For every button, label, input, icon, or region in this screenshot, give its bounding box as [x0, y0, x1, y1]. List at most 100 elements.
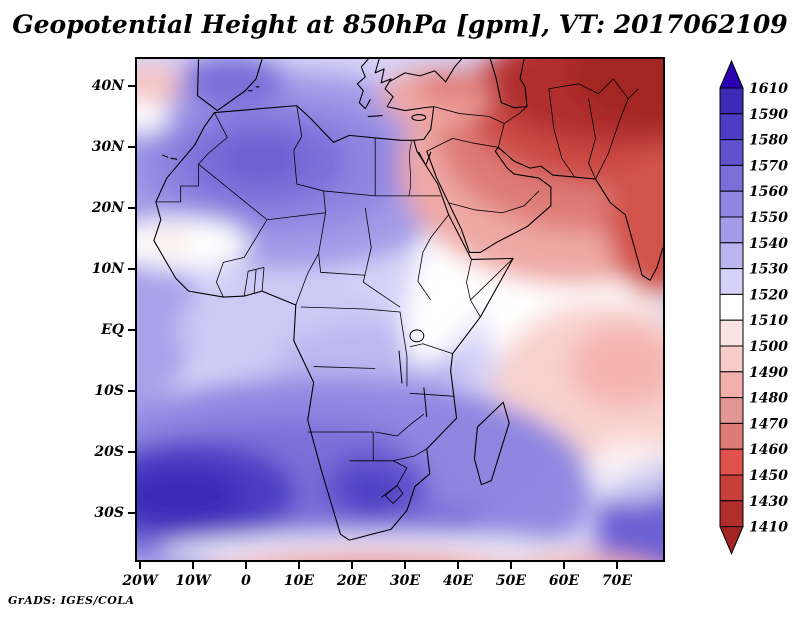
- lon-tick: [192, 562, 194, 569]
- colorbar-tick-label: 1520: [749, 287, 788, 303]
- colorbar-tick-label: 1470: [749, 416, 788, 432]
- iberia-coastline: [196, 59, 263, 112]
- lake-victoria: [409, 329, 425, 343]
- lat-tick-label: 40N: [91, 78, 124, 94]
- colorbar-segment: [719, 164, 744, 192]
- colorbar-tick-label: 1450: [749, 468, 788, 484]
- crete-island: [367, 115, 383, 118]
- colorbar-tick-label: 1410: [749, 520, 788, 536]
- colorbar-tick-label: 1430: [749, 494, 788, 510]
- colorbar-tick-label: 1580: [749, 133, 788, 149]
- colorbar-tick-label: 1550: [749, 210, 788, 226]
- lat-tick: [128, 268, 135, 270]
- lon-tick-label: 40E: [442, 573, 474, 589]
- colorbar-tick-label: 1610: [749, 81, 788, 97]
- colorbar-segment: [719, 190, 744, 218]
- colorbar-segment: [719, 216, 744, 244]
- arabia-coastline: [426, 146, 552, 254]
- colorbar-tick-label: 1530: [749, 262, 788, 278]
- caspian-sea-coastline: [489, 59, 528, 109]
- lon-tick: [298, 562, 300, 569]
- colorbar-segment: [719, 500, 744, 528]
- balearic-islands: [247, 86, 260, 92]
- colorbar-segment: [719, 371, 744, 399]
- coastlines: [153, 59, 663, 541]
- colorbar-tick-label: 1500: [749, 339, 788, 355]
- chart-title: Geopotential Height at 850hPa [gpm], VT:…: [12, 10, 788, 39]
- lat-tick-label: 10N: [91, 261, 124, 277]
- lon-tick: [510, 562, 512, 569]
- lon-tick: [351, 562, 353, 569]
- lat-tick: [128, 451, 135, 453]
- lon-tick-label: 70E: [601, 573, 633, 589]
- lon-tick: [616, 562, 618, 569]
- colorbar-tick-label: 1480: [749, 391, 788, 407]
- canary-islands: [162, 154, 178, 160]
- lon-tick-label: 20E: [336, 573, 368, 589]
- lakes: [398, 141, 428, 418]
- contour-fill-blobs: [137, 59, 663, 560]
- lat-tick: [128, 390, 135, 392]
- colorbar-tick-label: 1460: [749, 442, 788, 458]
- colorbar-segment: [719, 113, 744, 141]
- colorbar-segment: [719, 345, 744, 373]
- colorbar-arrow-high: [719, 59, 744, 89]
- levant-turkey-coastline: [386, 106, 435, 141]
- lon-tick: [563, 562, 565, 569]
- lat-tick: [128, 146, 135, 148]
- colorbar-segment: [719, 397, 744, 424]
- colorbar-segment: [719, 319, 744, 347]
- lat-tick-label: 20N: [91, 200, 124, 216]
- lake-malawi: [423, 387, 428, 418]
- lon-tick: [139, 562, 141, 569]
- colorbar-segment: [719, 293, 744, 321]
- colorbar-tick-label: 1540: [749, 236, 788, 252]
- colorbar-segment: [719, 448, 744, 476]
- lon-tick-label: 0: [241, 573, 251, 589]
- lon-tick: [245, 562, 247, 569]
- lat-tick-label: EQ: [101, 322, 124, 338]
- cyprus-island: [411, 114, 427, 122]
- colorbar-svg: 1610 1590 1580 1570 1560 1550 1540 1530 1520 1510…: [719, 59, 788, 555]
- colorbar-segment: [719, 474, 744, 502]
- aegean-coastline: [374, 59, 394, 108]
- madagascar-coastline: [473, 401, 510, 486]
- lon-tick-label: 30E: [389, 573, 421, 589]
- lon-tick: [404, 562, 406, 569]
- black-sea-coastline: [388, 59, 463, 83]
- colorbar-tick-label: 1570: [749, 158, 788, 174]
- lon-tick-label: 10E: [283, 573, 315, 589]
- sinai-coastline: [418, 151, 432, 166]
- africa-coastline: [153, 105, 514, 541]
- lon-tick-label: 20W: [122, 573, 158, 589]
- country-borders: [155, 78, 639, 504]
- lon-tick-label: 50E: [495, 573, 527, 589]
- grads-credit: GrADS: IGES/COLA: [8, 594, 135, 607]
- colorbar-tick-label: 1490: [749, 365, 788, 381]
- lat-tick: [128, 512, 135, 514]
- lat-tick-label: 10S: [94, 383, 124, 399]
- map-field: [137, 59, 663, 560]
- colorbar-segment: [719, 242, 744, 270]
- colorbar-segment: [719, 268, 744, 295]
- colorbar-tick-label: 1510: [749, 313, 788, 329]
- colorbar-segment: [719, 422, 744, 450]
- colorbar-arrow-low: [719, 526, 744, 555]
- lon-tick: [457, 562, 459, 569]
- colorbar-segment: [719, 139, 744, 166]
- lat-tick-label: 30S: [94, 505, 124, 521]
- map-panel: [135, 57, 665, 562]
- colorbar-segment: [719, 87, 744, 115]
- lat-tick: [128, 207, 135, 209]
- lake-tanganyika: [398, 350, 403, 384]
- lon-tick-label: 60E: [548, 573, 580, 589]
- lon-tick-label: 10W: [175, 573, 211, 589]
- iran-india-coastline: [497, 146, 663, 281]
- colorbar-tick-label: 1560: [749, 184, 788, 200]
- lat-tick-label: 20S: [94, 444, 124, 460]
- greece-coastline: [356, 59, 371, 110]
- nile-river: [408, 141, 413, 196]
- colorbar-tick-label: 1590: [749, 107, 788, 123]
- lat-tick: [128, 329, 135, 331]
- lat-tick-label: 30N: [91, 139, 124, 155]
